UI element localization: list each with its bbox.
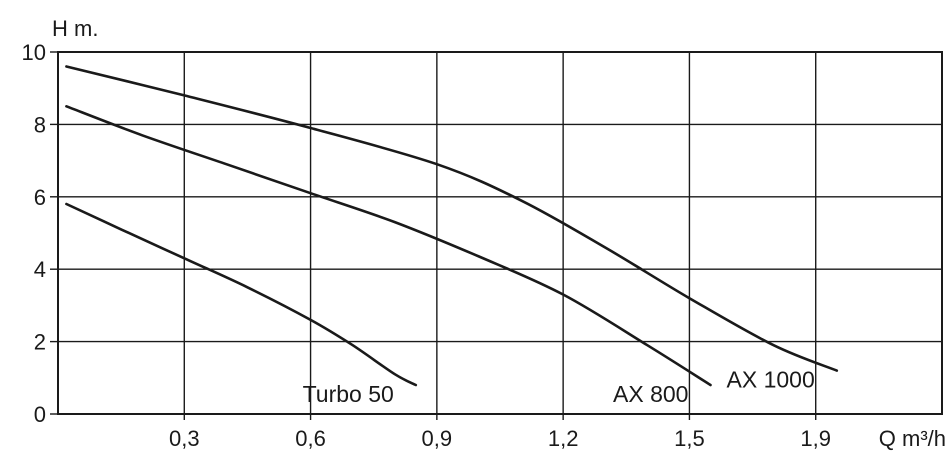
x-tick-label: 1,2 [548, 426, 579, 451]
x-tick-label: 0,9 [422, 426, 453, 451]
x-tick-label: 1,5 [674, 426, 705, 451]
curve-turbo-50 [65, 202, 418, 387]
curve-label-ax-800: AX 800 [613, 381, 688, 407]
y-tick-label: 6 [34, 185, 46, 210]
curve-ax-800 [65, 105, 712, 387]
curve-label-turbo-50: Turbo 50 [303, 381, 394, 407]
curve-label-ax-1000: AX 1000 [727, 367, 815, 393]
y-tick-label: 0 [34, 402, 46, 427]
y-axis-title: H m. [52, 16, 98, 41]
y-tick-label: 4 [34, 257, 46, 282]
x-tick-label: 0,6 [295, 426, 326, 451]
y-tick-label: 8 [34, 112, 46, 137]
y-tick-label: 10 [22, 40, 46, 65]
labels: 0,3 0,6 0,9 1,2 1,5 1,9 0 2 4 6 8 10H m. Q m³/h Turbo… [22, 16, 946, 451]
y-tick-label: 2 [34, 330, 46, 355]
x-tick-label: 1,9 [800, 426, 831, 451]
plot-frame [57, 51, 943, 415]
curve-ax-1000 [65, 65, 839, 372]
x-axis-title: Q m³/h [879, 426, 946, 451]
curves [65, 65, 839, 387]
grid [50, 51, 942, 420]
x-tick-label: 0,3 [169, 426, 200, 451]
